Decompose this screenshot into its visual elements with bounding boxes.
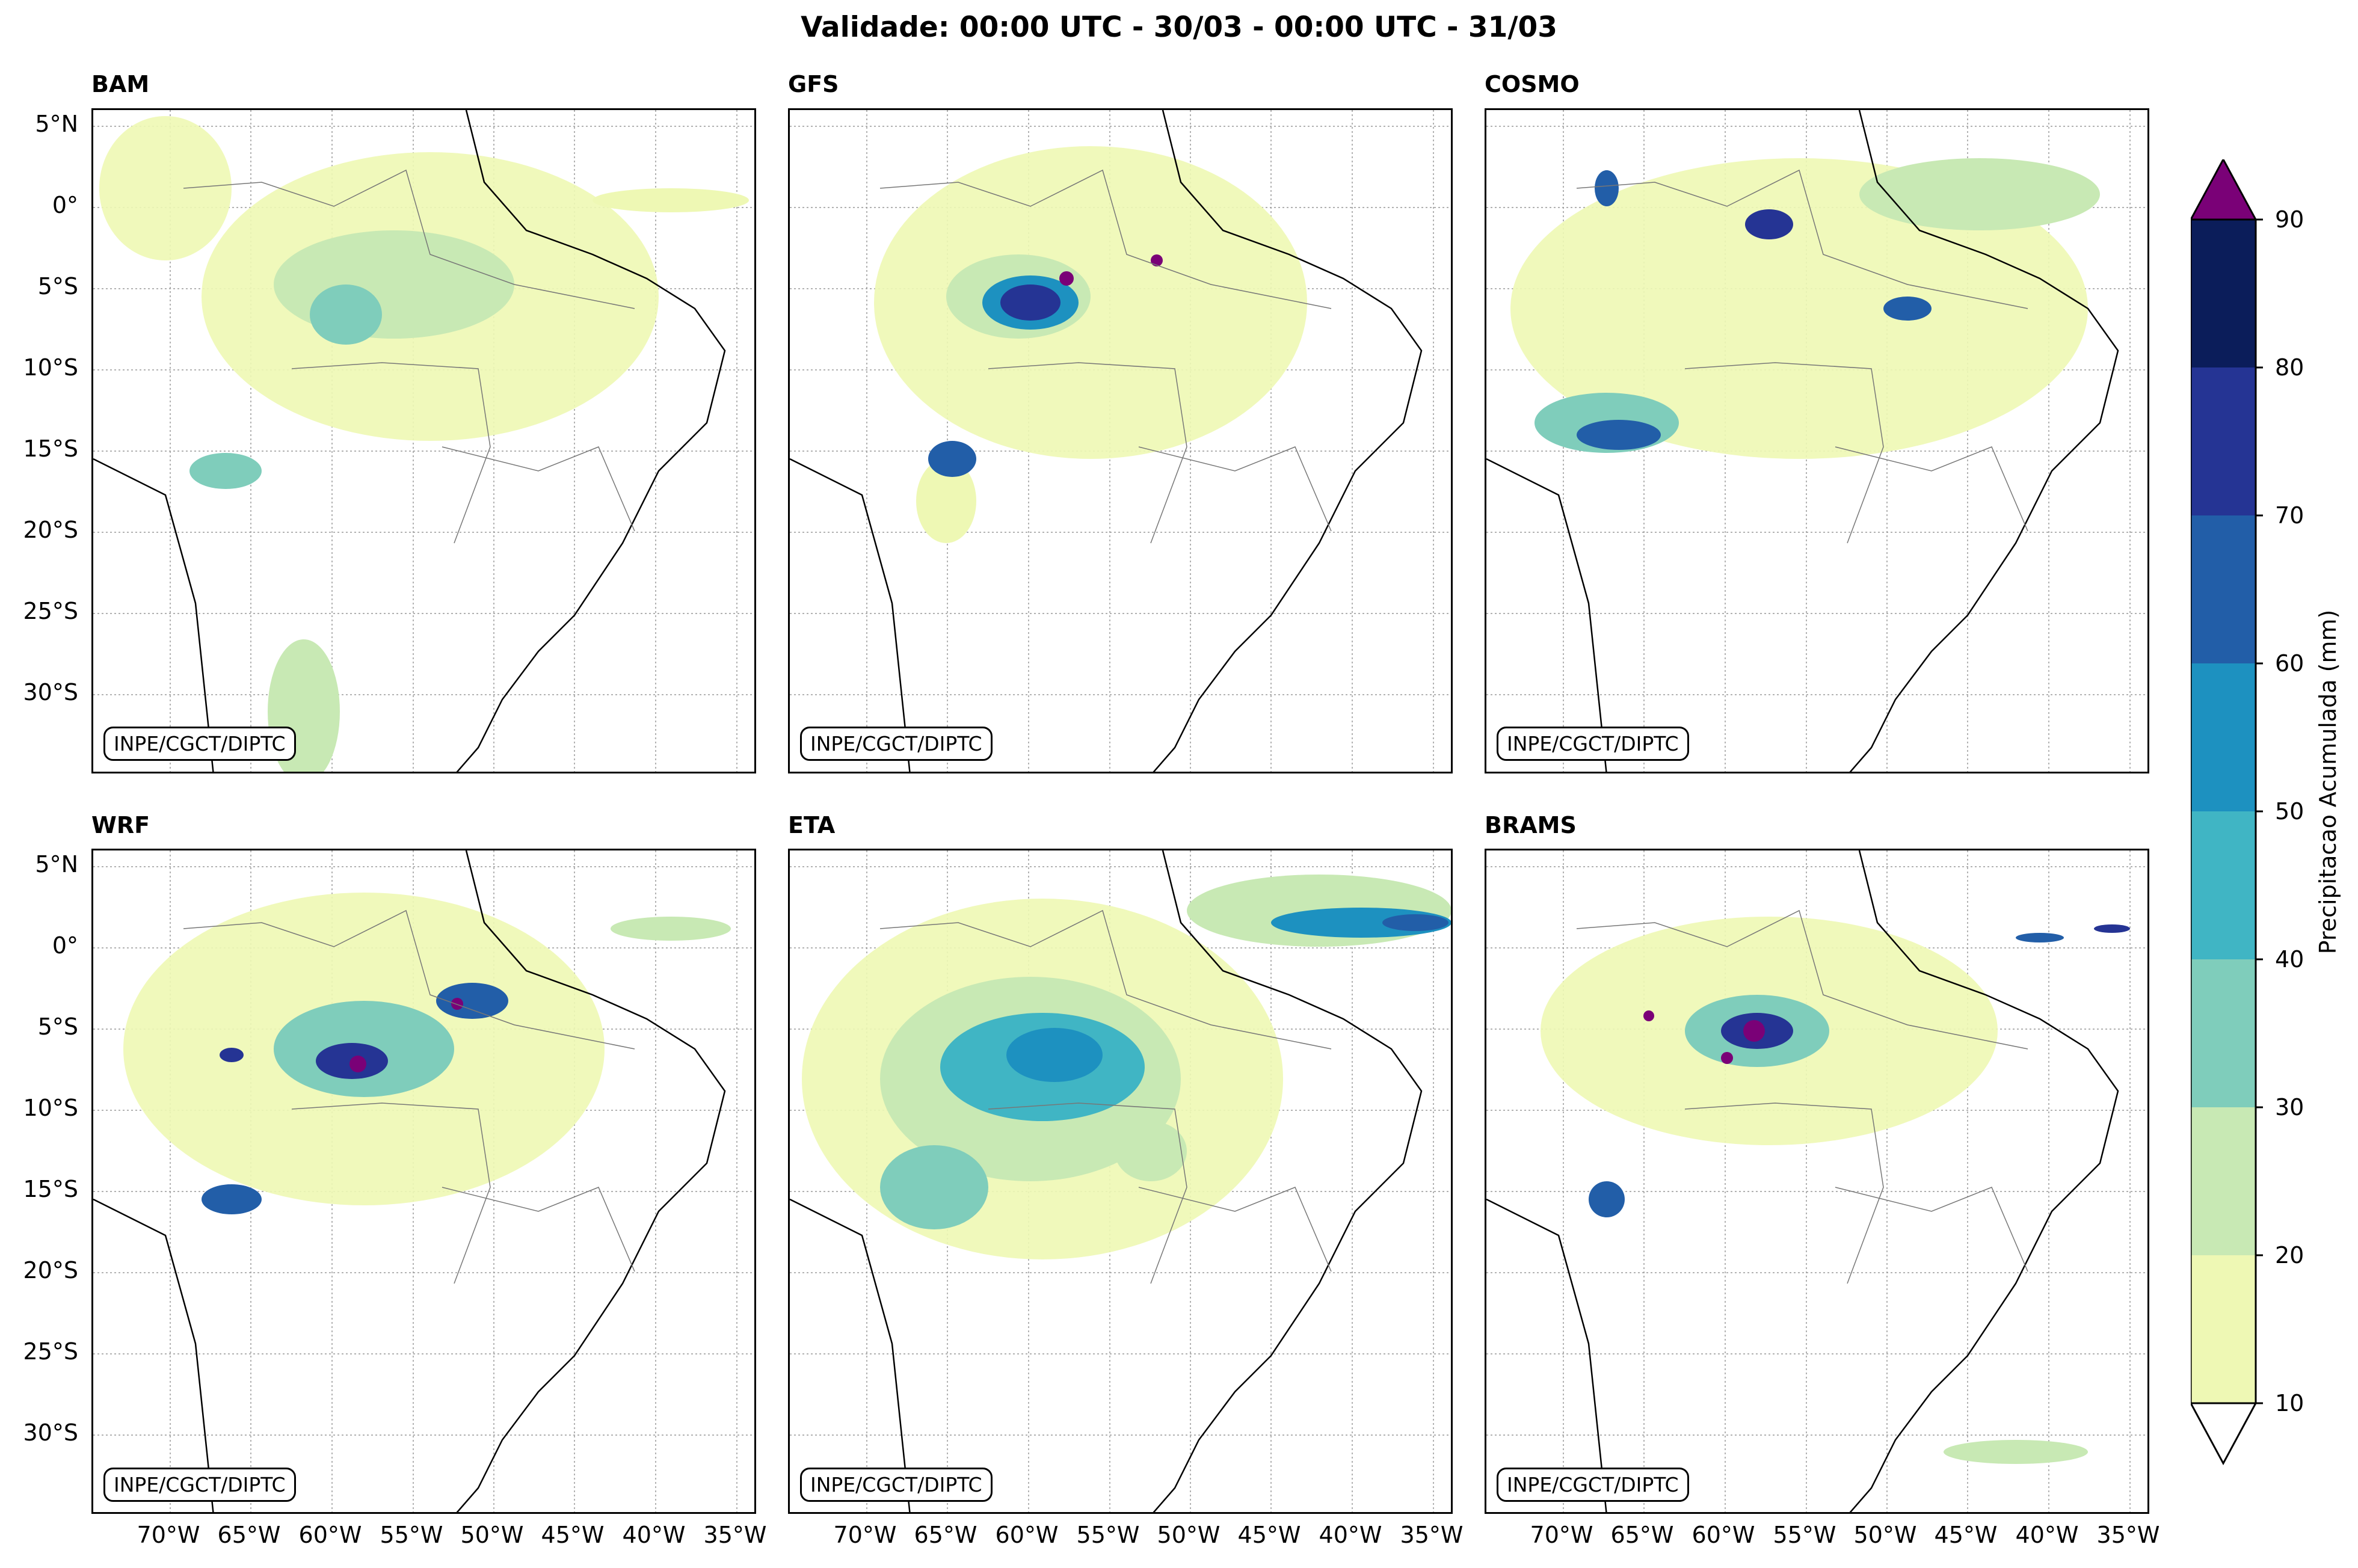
lon-label: 50°W <box>1157 1522 1221 1548</box>
colorbar-tick-label: 60 <box>2275 650 2304 677</box>
colorbar-segment <box>2191 811 2256 959</box>
lon-label: 60°W <box>298 1522 362 1548</box>
lon-label: 45°W <box>1237 1522 1301 1548</box>
lon-label: 55°W <box>1076 1522 1140 1548</box>
colorbar-tick-label: 50 <box>2275 798 2304 825</box>
colorbar-tick-label: 70 <box>2275 502 2304 529</box>
credit-box: INPE/CGCT/DIPTC <box>800 727 993 761</box>
colorbar-segment <box>2191 663 2256 811</box>
precip-map-eta <box>790 850 1451 1512</box>
colorbar-segment <box>2191 1255 2256 1403</box>
lon-label: 40°W <box>2015 1522 2079 1548</box>
lon-label: 45°W <box>1934 1522 1998 1548</box>
colorbar-over-triangle <box>2191 159 2258 221</box>
precip-field-cosmo <box>1510 158 2100 459</box>
precip-map-cosmo <box>1486 110 2147 772</box>
lat-label: 5°N <box>35 111 78 137</box>
credit-box: INPE/CGCT/DIPTC <box>1497 1468 1689 1502</box>
lon-label: 35°W <box>2096 1522 2160 1548</box>
precip-field-bam <box>99 116 749 772</box>
credit-box: INPE/CGCT/DIPTC <box>103 1468 296 1502</box>
colorbar-segment <box>2191 959 2256 1107</box>
lat-label: 10°S <box>23 354 78 381</box>
map-panel-bam <box>91 108 756 773</box>
precip-map-bam <box>93 110 754 772</box>
lat-label: 20°S <box>23 517 78 543</box>
lat-label: 20°S <box>23 1257 78 1284</box>
colorbar-segment <box>2191 367 2256 515</box>
lat-label: 5°S <box>37 1013 78 1040</box>
figure-title: Validade: 00:00 UTC - 30/03 - 00:00 UTC … <box>801 11 1557 44</box>
credit-box: INPE/CGCT/DIPTC <box>1497 727 1689 761</box>
lon-label: 45°W <box>541 1522 605 1548</box>
lat-label: 10°S <box>23 1095 78 1121</box>
panel-title-brams: BRAMS <box>1485 812 1577 838</box>
lat-label: 30°S <box>23 679 78 706</box>
lon-label: 70°W <box>1530 1522 1593 1548</box>
lon-label: 50°W <box>1853 1522 1917 1548</box>
precip-field-eta <box>802 875 1451 1259</box>
colorbar-segment <box>2191 220 2256 367</box>
panel-title-bam: BAM <box>91 71 150 97</box>
lat-label: 5°N <box>35 851 78 878</box>
lat-label: 30°S <box>23 1419 78 1446</box>
colorbar-label: Precipitacao Acumulada (mm) <box>2315 609 2341 955</box>
lon-label: 60°W <box>995 1522 1059 1548</box>
precip-map-gfs <box>790 110 1451 772</box>
map-panel-brams <box>1485 849 2149 1514</box>
precip-field-wrf <box>123 893 731 1214</box>
lon-label: 50°W <box>460 1522 524 1548</box>
lon-label: 35°W <box>703 1522 767 1548</box>
lat-label: 15°S <box>23 1176 78 1202</box>
lat-label: 15°S <box>23 435 78 462</box>
precip-map-brams <box>1486 850 2147 1512</box>
lat-label: 0° <box>52 192 78 218</box>
lon-label: 65°W <box>914 1522 977 1548</box>
lat-label: 25°S <box>23 1338 78 1365</box>
colorbar-tick-label: 80 <box>2275 354 2304 381</box>
colorbar-under-triangle <box>2191 1402 2258 1466</box>
panel-title-eta: ETA <box>788 812 836 838</box>
colorbar-segment <box>2191 515 2256 663</box>
lon-label: 65°W <box>217 1522 281 1548</box>
colorbar-tick-label: 10 <box>2275 1390 2304 1416</box>
lon-label: 60°W <box>1692 1522 1755 1548</box>
lon-label: 55°W <box>380 1522 443 1548</box>
lon-label: 55°W <box>1773 1522 1836 1548</box>
colorbar-tick-label: 90 <box>2275 206 2304 233</box>
precip-field-gfs <box>874 146 1307 543</box>
precip-map-wrf <box>93 850 754 1512</box>
colorbar-segment <box>2191 1107 2256 1255</box>
panel-title-wrf: WRF <box>91 812 150 838</box>
colorbar-tick-label: 20 <box>2275 1242 2304 1268</box>
map-panel-wrf <box>91 849 756 1514</box>
colorbar <box>2191 159 2263 1466</box>
precip-field-brams <box>1541 917 2130 1464</box>
panel-title-gfs: GFS <box>788 71 839 97</box>
lon-label: 65°W <box>1610 1522 1674 1548</box>
map-panel-gfs <box>788 108 1453 773</box>
colorbar-tick-label: 40 <box>2275 946 2304 973</box>
map-panel-eta <box>788 849 1453 1514</box>
panel-title-cosmo: COSMO <box>1485 71 1580 97</box>
lon-label: 70°W <box>137 1522 200 1548</box>
lon-label: 70°W <box>833 1522 897 1548</box>
lat-label: 5°S <box>37 273 78 300</box>
credit-box: INPE/CGCT/DIPTC <box>103 727 296 761</box>
lon-label: 40°W <box>622 1522 686 1548</box>
map-panel-cosmo <box>1485 108 2149 773</box>
credit-box: INPE/CGCT/DIPTC <box>800 1468 993 1502</box>
lat-label: 25°S <box>23 598 78 624</box>
lat-label: 0° <box>52 932 78 959</box>
lon-label: 40°W <box>1319 1522 1382 1548</box>
colorbar-tick-label: 30 <box>2275 1094 2304 1121</box>
lon-label: 35°W <box>1400 1522 1464 1548</box>
